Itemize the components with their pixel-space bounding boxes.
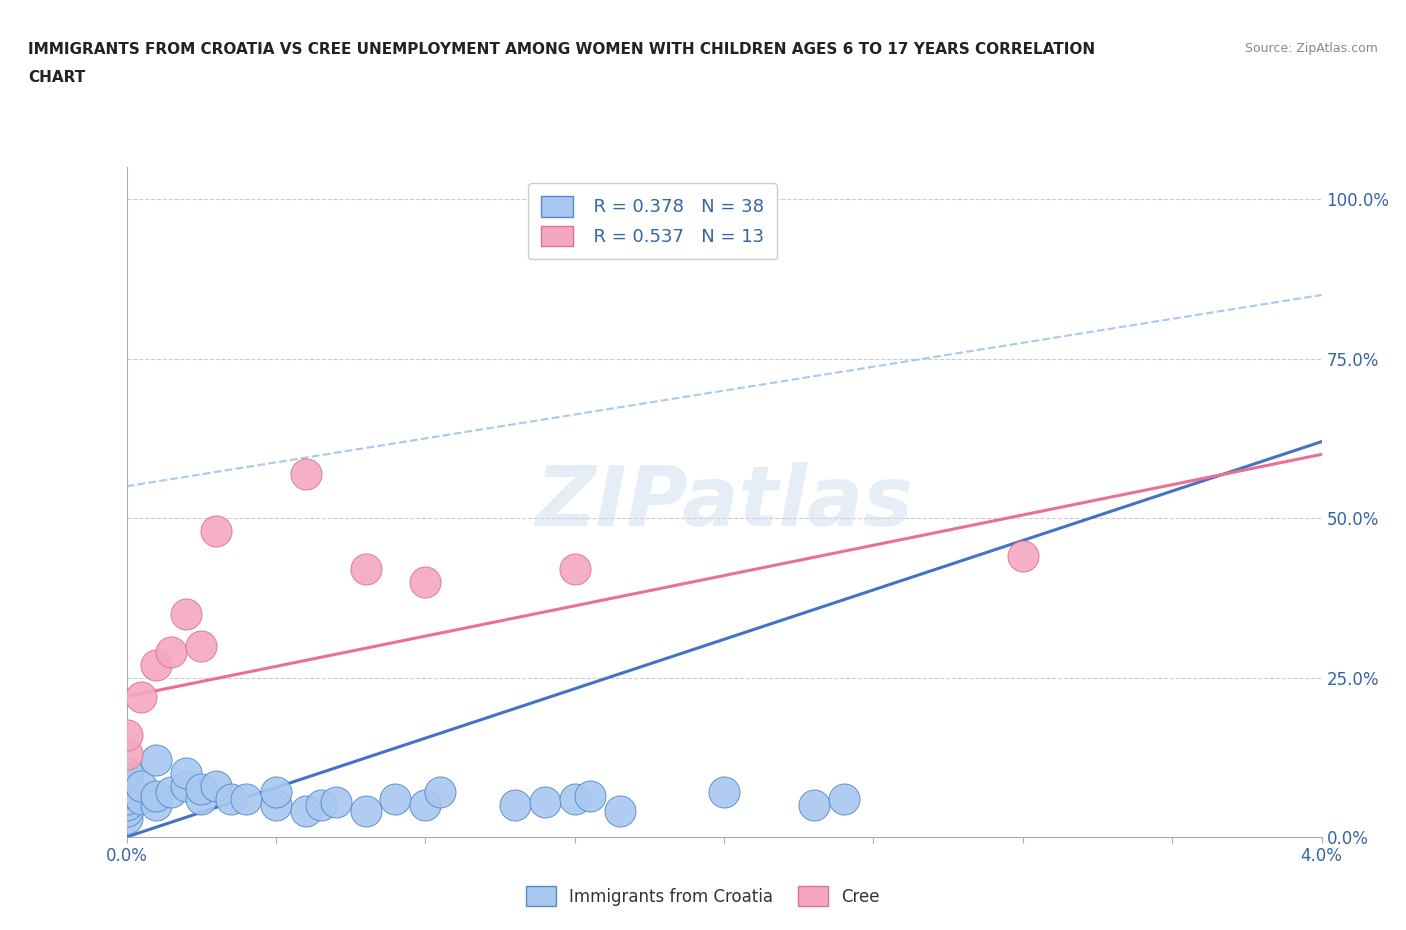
Point [145,798,167,813]
Point [578,788,600,803]
Text: CHART: CHART [28,70,86,85]
Point [294,804,316,819]
Point [131,791,153,806]
Point [115,785,138,800]
Point [533,794,555,809]
Text: ZIPatlas: ZIPatlas [536,461,912,543]
Point [413,575,436,590]
Point [235,791,257,806]
Point [429,785,451,800]
Point [115,727,138,742]
Point [115,772,138,787]
Point [145,658,167,672]
Point [131,778,153,793]
Point [609,804,631,819]
Point [115,765,138,780]
Point [354,562,377,577]
Point [190,791,212,806]
Point [1011,549,1033,564]
Point [160,644,183,659]
Point [713,785,735,800]
Point [131,689,153,704]
Point [160,785,183,800]
Point [413,798,436,813]
Point [115,804,138,819]
Point [832,791,855,806]
Point [115,798,138,813]
Point [384,791,406,806]
Point [325,794,347,809]
Point [190,638,212,653]
Point [219,791,242,806]
Text: IMMIGRANTS FROM CROATIA VS CREE UNEMPLOYMENT AMONG WOMEN WITH CHILDREN AGES 6 TO: IMMIGRANTS FROM CROATIA VS CREE UNEMPLOY… [28,42,1095,57]
Point [309,798,332,813]
Point [145,788,167,803]
Point [205,524,228,538]
Point [205,778,228,793]
Point [264,785,287,800]
Point [174,606,197,621]
Point [115,778,138,793]
Point [564,562,586,577]
Point [115,747,138,762]
Point [264,798,287,813]
Legend:   R = 0.378   N = 38,   R = 0.537   N = 13: R = 0.378 N = 38, R = 0.537 N = 13 [527,183,778,259]
Point [174,778,197,793]
Legend: Immigrants from Croatia, Cree: Immigrants from Croatia, Cree [519,880,887,912]
Point [294,466,316,481]
Point [503,798,526,813]
Point [174,765,197,780]
Point [354,804,377,819]
Point [145,753,167,768]
Point [115,810,138,825]
Point [564,791,586,806]
Point [803,798,825,813]
Text: Source: ZipAtlas.com: Source: ZipAtlas.com [1244,42,1378,55]
Point [190,782,212,797]
Point [115,791,138,806]
